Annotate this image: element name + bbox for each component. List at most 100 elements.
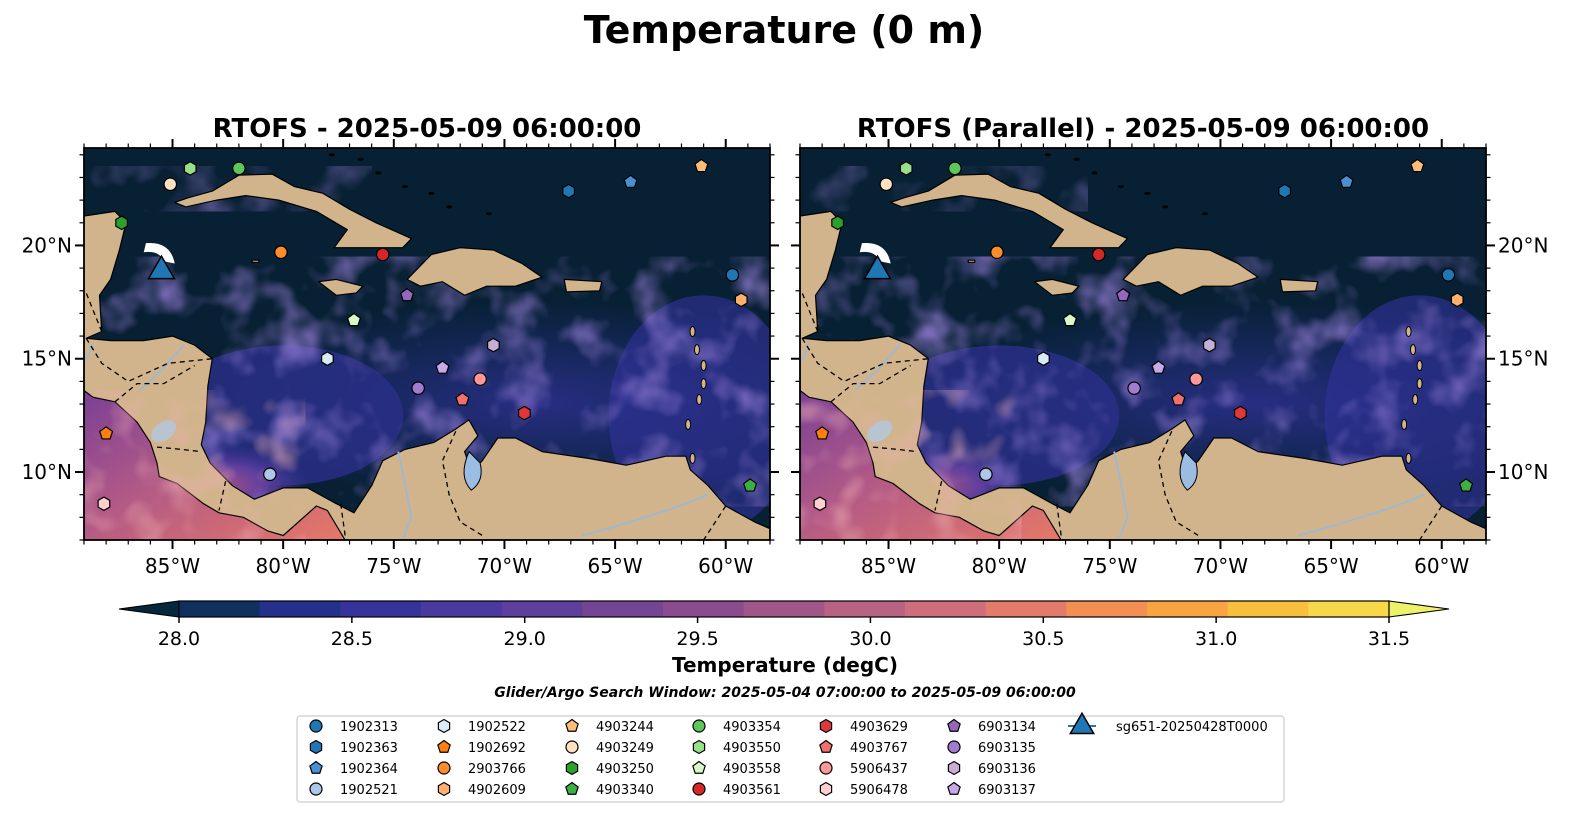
legend-item: 2903766 <box>437 761 526 777</box>
marker-4903340 <box>1459 478 1474 492</box>
legend-label: sg651-20250428T0000 <box>1116 720 1268 735</box>
colorbar-block <box>582 601 664 617</box>
marker-sg651-20250428T0000 <box>863 254 892 280</box>
country-border <box>872 446 918 453</box>
colorbar-block <box>421 601 503 617</box>
legend-marker <box>692 760 706 774</box>
marker-sg651-20250428T0000 <box>147 254 176 280</box>
legend-item: 1902521 <box>309 782 398 798</box>
marker-4903629 <box>517 405 531 421</box>
marker-4903244 <box>1410 158 1425 173</box>
colorbar-tick-label: 29.5 <box>676 628 718 650</box>
marker-5906478 <box>97 496 111 512</box>
colorbar-block <box>985 601 1067 617</box>
float-markers <box>813 158 1474 512</box>
legend-item: 1902692 <box>437 739 526 756</box>
legend-marker <box>309 719 323 733</box>
lake-maracaibo <box>463 450 482 491</box>
legend-item: 1902522 <box>437 718 526 735</box>
legend-label: 4903767 <box>850 741 908 756</box>
marker-1902364 <box>623 174 638 189</box>
colorbar-block <box>179 601 261 617</box>
island <box>357 157 364 161</box>
island <box>1073 157 1080 161</box>
legend-item: 4903629 <box>819 718 908 735</box>
lon-tick-label: 65°W <box>1303 554 1358 578</box>
island <box>446 205 453 209</box>
lon-tick-label: 80°W <box>972 554 1027 578</box>
marker-1902363 <box>562 183 576 199</box>
panel-title: RTOFS - 2025-05-09 06:00:00 <box>213 114 642 144</box>
legend-marker <box>437 761 451 775</box>
legend-label: 6903134 <box>978 720 1036 735</box>
legend: 1902313 1902363 1902364 1902521 1902522 19026… <box>296 711 1285 803</box>
colorbar-tick-label: 31.5 <box>1368 628 1410 650</box>
lon-tick-label: 75°W <box>366 554 421 578</box>
legend-label: 4903550 <box>723 741 781 756</box>
lon-tick-label: 65°W <box>587 554 642 578</box>
island <box>1405 452 1412 464</box>
lake-nicaragua <box>151 420 177 443</box>
lon-tick-label: 60°W <box>1414 554 1469 578</box>
country-border <box>801 292 819 332</box>
lake-maracaibo <box>1179 450 1198 491</box>
island <box>485 212 492 216</box>
marker-1902313 <box>725 268 740 282</box>
legend-label: 6903137 <box>978 783 1036 798</box>
puerto-rico <box>1279 278 1319 293</box>
river <box>581 493 709 537</box>
map-panel-2: RTOFS (Parallel) - 2025-05-09 06:00:00 85… <box>791 114 1548 578</box>
lon-tick-label: 75°W <box>1082 554 1137 578</box>
island <box>700 378 707 390</box>
legend-item: 4903767 <box>819 739 908 756</box>
marker-6903135 <box>411 381 425 395</box>
legend-label: 5906437 <box>850 762 908 777</box>
legend-label: 4903561 <box>723 783 781 798</box>
marker-4903249 <box>163 177 178 192</box>
island <box>328 153 335 157</box>
lon-tick-label: 85°W <box>861 554 916 578</box>
lat-tick-label: 10°N <box>1498 460 1548 484</box>
lon-tick-label: 85°W <box>145 554 200 578</box>
pacific-texture <box>84 390 306 540</box>
island <box>1412 394 1419 406</box>
colorbar-block <box>1227 601 1309 617</box>
marker-4903561 <box>1091 247 1106 262</box>
legend-item: 6903134 <box>947 718 1036 735</box>
marker-1902521 <box>979 467 993 482</box>
legend-marker <box>819 781 833 797</box>
glider-track <box>143 242 175 264</box>
island <box>1091 171 1098 175</box>
legend-label: 1902522 <box>468 720 526 735</box>
legend-label: 4903354 <box>723 720 781 735</box>
island <box>401 185 408 189</box>
marker-4903558 <box>346 312 362 327</box>
colorbar-frame <box>178 600 1390 618</box>
legend-label: 4903244 <box>596 720 654 735</box>
country-border <box>1157 430 1199 537</box>
island <box>375 171 382 175</box>
legend-item: 4903550 <box>692 739 781 756</box>
island <box>1405 326 1412 338</box>
legend-item: 4903354 <box>692 719 781 735</box>
legend-label: 1902692 <box>468 741 526 756</box>
legend-marker <box>565 740 579 754</box>
marker-5906437 <box>473 372 487 386</box>
legend-label: 4903340 <box>596 783 654 798</box>
colorbar-tick-label: 30.0 <box>849 628 891 650</box>
island <box>1044 153 1051 157</box>
legend-label: 4902609 <box>468 783 526 798</box>
legend-item: 6903137 <box>947 781 1036 798</box>
marker-1902363 <box>1278 183 1292 199</box>
marker-6903137 <box>435 360 450 374</box>
legend-item: 4903561 <box>692 782 781 798</box>
river <box>1297 493 1425 537</box>
legend-item: 4903244 <box>565 718 654 735</box>
colorbar-block <box>1066 601 1148 617</box>
pacific-texture <box>800 390 1022 540</box>
legend-item: 5906478 <box>819 781 908 798</box>
lat-tick-label: 10°N <box>22 460 72 484</box>
country-border <box>441 430 483 537</box>
marker-6903134 <box>1116 287 1131 302</box>
colorbar-block <box>259 601 341 617</box>
